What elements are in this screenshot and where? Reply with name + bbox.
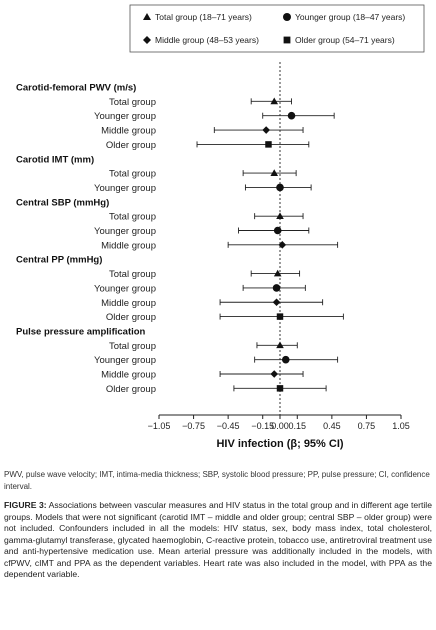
section-title: Pulse pressure amplification	[16, 326, 146, 337]
row-label: Middle group	[101, 240, 156, 251]
row-label: Older group	[106, 384, 156, 395]
x-axis-title: HIV infection (β; 95% CI)	[216, 438, 343, 450]
section-title: Central SBP (mmHg)	[16, 197, 109, 208]
caption-text: Associations between vascular measures a…	[4, 500, 432, 579]
legend-marker-diamond	[143, 36, 151, 44]
x-tick-label: −0.75	[182, 421, 205, 431]
x-tick-label: −0.45	[217, 421, 240, 431]
section-title: Central PP (mmHg)	[16, 255, 102, 266]
legend-label: Middle group (48–53 years)	[155, 35, 259, 45]
point-estimate-triangle	[273, 269, 282, 277]
row-label: Total group	[109, 212, 156, 223]
point-estimate-square	[265, 141, 272, 148]
legend-marker-triangle	[143, 13, 151, 20]
row-label: Total group	[109, 97, 156, 108]
row-label: Total group	[109, 169, 156, 180]
legend-marker-circle	[283, 13, 291, 21]
point-estimate-circle	[273, 226, 282, 235]
point-estimate-circle	[287, 111, 296, 120]
legend-label: Older group (54–71 years)	[295, 35, 395, 45]
point-estimate-diamond	[272, 298, 281, 307]
forest-plot: Total group (18–71 years) Younger group (…	[16, 4, 425, 450]
caption-label: FIGURE 3:	[4, 500, 47, 510]
legend-label: Total group (18–71 years)	[155, 12, 252, 22]
legend: Total group (18–71 years) Younger group (…	[129, 4, 425, 53]
plot-rows: Carotid-femoral PWV (m/s) Total group Youn…	[16, 83, 344, 395]
legend-marker-square	[283, 36, 291, 44]
row-label: Younger group	[94, 226, 156, 237]
abbreviations-note: PWV, pulse wave velocity; IMT, intima-me…	[4, 470, 430, 491]
row-label: Middle group	[101, 126, 156, 137]
row-label: Total group	[109, 269, 156, 280]
point-estimate-circle	[276, 183, 284, 192]
x-tick-label: −1.05	[148, 421, 171, 431]
row-label: Middle group	[101, 370, 156, 381]
point-estimate-triangle	[270, 97, 279, 105]
point-estimate-square	[276, 385, 284, 392]
row-label: Older group	[106, 312, 156, 323]
point-estimate-triangle	[270, 169, 279, 176]
section-title: Carotid IMT (mm)	[16, 154, 94, 165]
point-estimate-diamond	[262, 126, 270, 134]
x-tick-label: 0.45	[323, 421, 341, 431]
point-estimate-triangle	[276, 212, 284, 219]
legend-box	[129, 4, 425, 53]
row-label: Middle group	[101, 298, 156, 309]
x-tick-label: 0.75	[358, 421, 376, 431]
point-estimate-triangle	[276, 341, 284, 349]
row-label: Total group	[109, 341, 156, 352]
row-label: Younger group	[94, 355, 156, 366]
point-estimate-circle	[272, 284, 281, 292]
point-estimate-circle	[281, 355, 290, 364]
point-estimate-square	[276, 313, 284, 320]
figure-caption: FIGURE 3: Associations between vascular …	[4, 500, 432, 581]
section-title: Carotid-femoral PWV (m/s)	[16, 83, 136, 94]
row-label: Younger group	[94, 183, 156, 194]
legend-label: Younger group (18–47 years)	[295, 12, 405, 22]
x-tick-label: −0.15	[251, 421, 274, 431]
row-label: Younger group	[94, 283, 156, 294]
row-label: Younger group	[94, 111, 156, 122]
x-tick-label: 0.00	[271, 421, 289, 431]
x-axis: −1.05 −0.75 −0.45 −0.150.00 0.15 0.45 0.75 1.05…	[148, 62, 410, 450]
x-tick-label: 0.15	[289, 421, 307, 431]
point-estimate-diamond	[270, 370, 279, 378]
x-tick-label: 1.05	[392, 421, 410, 431]
point-estimate-diamond	[278, 241, 287, 249]
row-label: Older group	[106, 140, 156, 151]
